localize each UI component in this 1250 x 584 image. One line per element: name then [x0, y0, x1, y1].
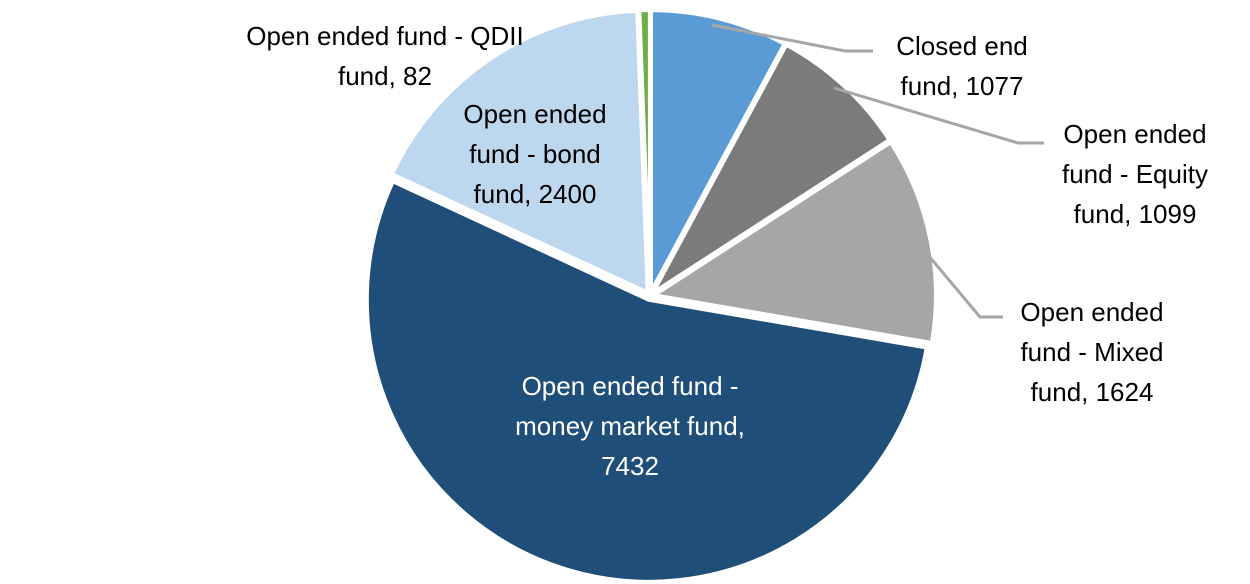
label-line: 7432: [601, 451, 659, 481]
leader-line-equity-fund: [833, 86, 1044, 145]
label-line: fund, 1624: [1030, 377, 1154, 407]
leader-line-mixed-fund: [916, 242, 1003, 319]
label-line: fund - Equity: [1062, 159, 1208, 189]
pie-slice-open-ended-fund-equity-fund: [650, 41, 893, 295]
label-line: Open ended: [463, 99, 607, 129]
label-equity-fund: Open ended fund - Equity fund, 1099: [1038, 114, 1232, 234]
label-qdii-fund: Open ended fund - QDII fund, 82: [198, 16, 572, 96]
label-line: money market fund,: [515, 411, 745, 441]
leader-line-closed-end-fund: [711, 23, 873, 53]
label-bond-fund: Open ended fund - bond fund, 2400: [428, 94, 642, 214]
label-mixed-fund: Open ended fund - Mixed fund, 1624: [998, 292, 1186, 412]
label-line: Open ended: [1020, 297, 1164, 327]
label-line: fund, 1099: [1073, 199, 1197, 229]
label-line: Open ended fund -: [521, 371, 739, 401]
pie-slice-closed-end-fund: [648, 8, 788, 294]
pie-slice-open-ended-fund-bond-fund: [389, 8, 650, 296]
label-line: Open ended: [1063, 119, 1207, 149]
label-money-market-fund: Open ended fund - money market fund, 743…: [455, 366, 805, 486]
label-line: fund - Mixed: [1020, 337, 1164, 367]
pie-slice-open-ended-fund-mixed-fund: [648, 139, 938, 346]
label-line: fund - bond: [469, 139, 601, 169]
pie-wedges: [364, 7, 938, 584]
label-line: Closed end: [896, 31, 1028, 61]
label-line: fund, 82: [338, 61, 432, 91]
label-line: fund, 2400: [473, 179, 597, 209]
label-closed-end-fund: Closed end fund, 1077: [872, 26, 1052, 106]
label-line: fund, 1077: [900, 71, 1024, 101]
pie-slice-open-ended-fund-money-market-fund: [364, 178, 930, 584]
label-line: Open ended fund - QDII: [246, 21, 524, 51]
pie-slice-open-ended-fund-qdii-fund: [637, 7, 652, 293]
